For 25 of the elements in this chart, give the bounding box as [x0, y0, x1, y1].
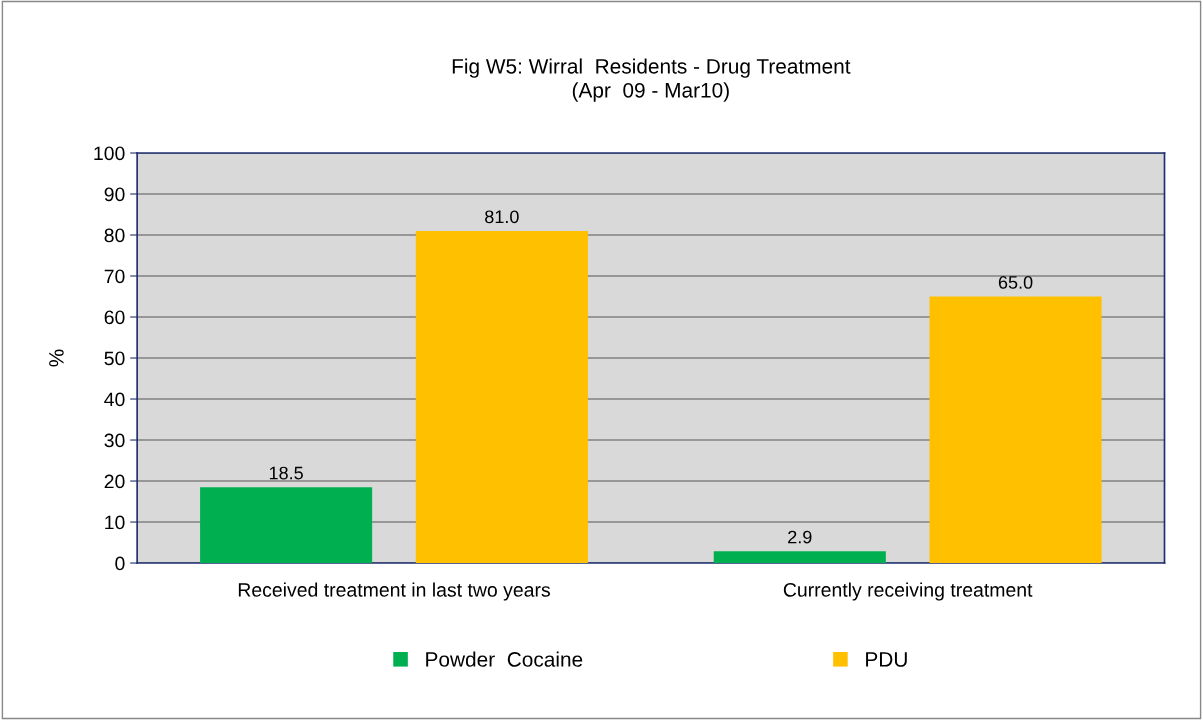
y-tick-label: 10 — [105, 515, 125, 530]
data-label: 2.9 — [788, 530, 812, 544]
y-tick-label: 0 — [115, 556, 125, 571]
y-axis-title: % — [49, 349, 64, 367]
y-tick-label: 90 — [104, 187, 125, 202]
y-tick-label: 20 — [104, 474, 125, 489]
y-tick-label: 80 — [104, 228, 125, 243]
bar — [929, 296, 1102, 564]
x-tick-label: Currently receiving treatment — [783, 582, 1033, 601]
data-label: 81.0 — [485, 210, 519, 224]
bar — [713, 551, 886, 564]
data-label: 18.5 — [269, 466, 303, 480]
chart-title: Fig W5: Wirral Residents - Drug Treatment (Apr 09 - Mar10) — [452, 58, 851, 102]
x-tick-label: Received treatment in last two years — [238, 582, 550, 601]
bar — [200, 487, 373, 564]
y-tick-label: 30 — [104, 433, 125, 448]
y-tick-label: 40 — [104, 392, 125, 407]
bar — [415, 230, 588, 564]
y-tick-label: 70 — [104, 269, 125, 284]
data-label: 65.0 — [998, 275, 1033, 289]
y-tick-label: 50 — [104, 351, 125, 366]
y-tick-label: 60 — [104, 310, 125, 325]
y-tick-label: 100 — [94, 146, 125, 161]
legend-label: PDU — [866, 652, 907, 667]
legend-label: Powder Cocaine — [426, 651, 583, 667]
